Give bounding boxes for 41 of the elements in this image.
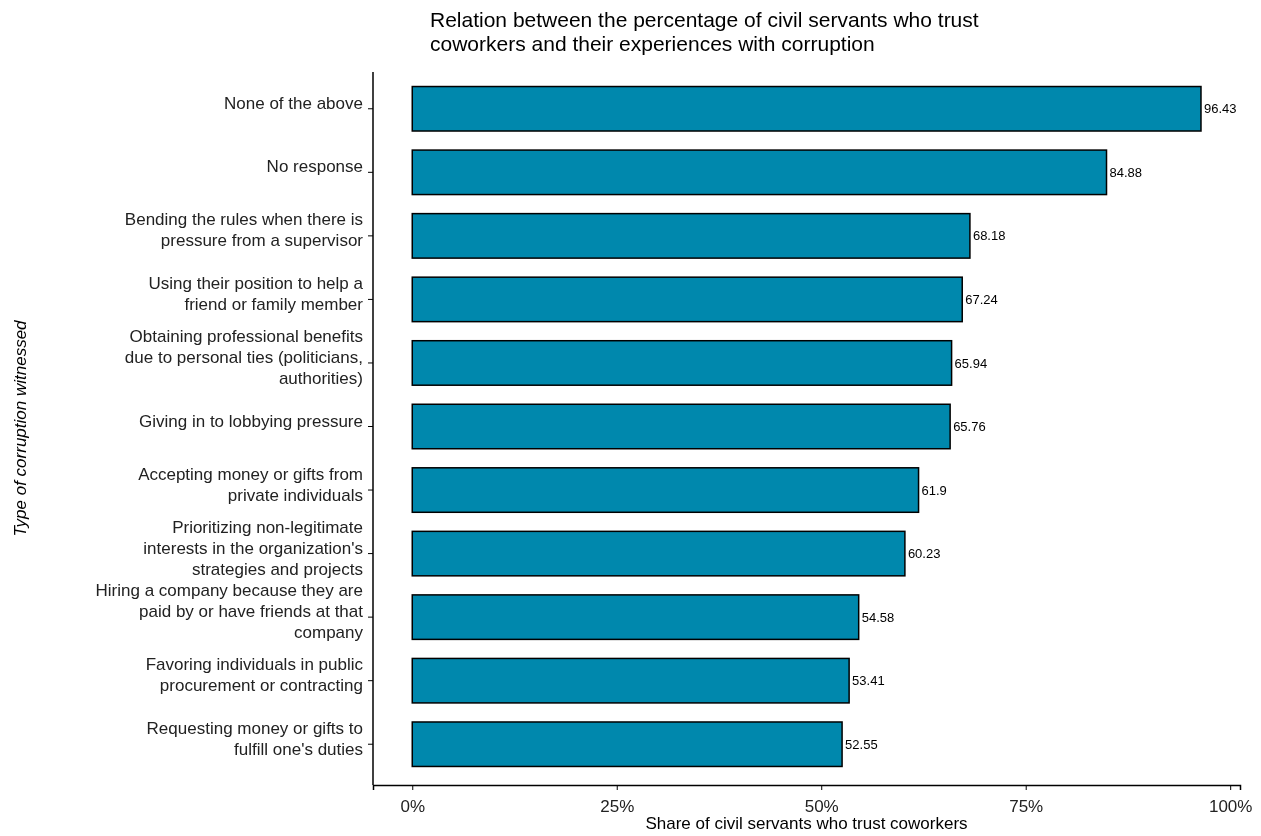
- bar: [411, 212, 971, 259]
- y-tick-label: Giving in to lobbying pressure: [139, 411, 363, 431]
- x-tick-label: 100%: [1208, 796, 1253, 816]
- x-tick-label: 0%: [400, 796, 426, 816]
- data-label: 61.9: [921, 482, 947, 498]
- data-label: 53.41: [852, 673, 885, 689]
- data-label: 60.23: [907, 546, 941, 562]
- bar: [411, 467, 920, 514]
- bar: [411, 721, 843, 768]
- data-label: 54.58: [861, 609, 895, 625]
- x-tick-label: 75%: [1009, 796, 1044, 816]
- bar: [411, 530, 906, 577]
- y-axis-title: Type of corruption witnessed: [11, 319, 30, 537]
- x-tick-label: 50%: [804, 796, 839, 816]
- y-tick-label: Favoring individuals in public procurement or contracting: [145, 655, 364, 696]
- bar: [411, 149, 1108, 196]
- data-label: 65.76: [953, 419, 986, 435]
- x-axis-title: Share of civil servants who trust coworkers: [645, 814, 968, 833]
- y-tick-label: Using their position to help a friend or family member: [148, 273, 364, 314]
- data-label: 52.55: [845, 736, 878, 752]
- y-tick-label: Prioritizing non-legitimate interests in the organization's strategies and projects: [143, 517, 363, 579]
- y-tick-label: Bending the rules when there is pressure from a supervisor: [124, 210, 364, 251]
- y-tick-label: None of the above: [224, 93, 363, 113]
- bar: [411, 403, 951, 450]
- y-tick-label: No response: [266, 157, 363, 177]
- data-label: 68.18: [972, 228, 1006, 244]
- y-tick-label: Obtaining professional benefits due to personal ties (politicians, authorities): [124, 326, 363, 388]
- y-tick-label: Requesting money or gifts to fulfill one's duties: [146, 718, 363, 759]
- y-tick-label: Hiring a company because they are paid by or have friends at that company: [95, 581, 364, 643]
- data-label: 96.43: [1203, 101, 1237, 117]
- x-tick-label: 25%: [600, 796, 635, 816]
- data-label: 67.24: [965, 291, 998, 307]
- bar: [411, 85, 1202, 132]
- bar: [411, 339, 953, 386]
- bar: [411, 276, 963, 323]
- data-label: 65.94: [954, 355, 988, 371]
- data-label: 84.88: [1109, 164, 1143, 180]
- chart-title: Relation between the percentage of civil servants who trust coworkers and their experiences with corruption: [430, 8, 979, 55]
- y-tick-label: Accepting money or gifts from private individuals: [138, 464, 363, 505]
- bar: [411, 657, 850, 704]
- bar: [411, 594, 860, 641]
